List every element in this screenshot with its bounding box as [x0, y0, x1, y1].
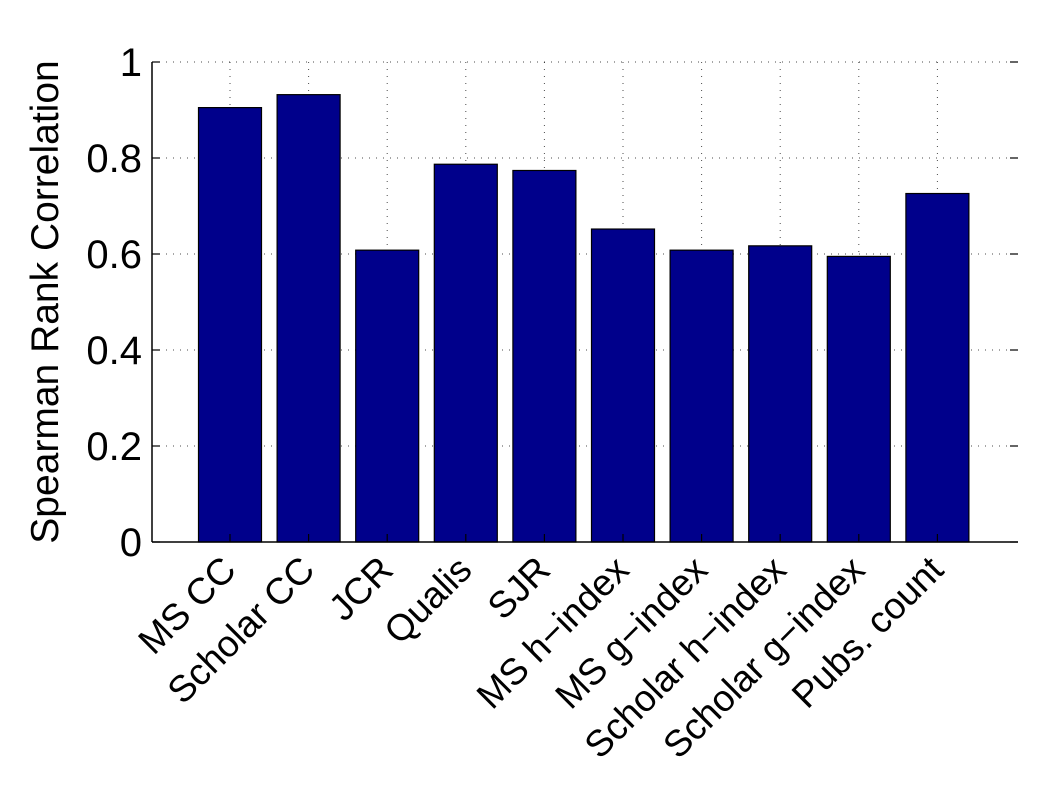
bars — [197, 94, 970, 543]
bar — [669, 249, 734, 543]
bar — [748, 245, 813, 543]
x-tick-label: Qualis — [376, 549, 479, 652]
bar — [355, 249, 420, 543]
y-tick-label: 0.6 — [86, 233, 142, 277]
y-tick-label: 0.8 — [86, 137, 142, 181]
bar — [826, 255, 891, 543]
bar — [197, 106, 263, 543]
y-tick-label: 1 — [120, 41, 142, 85]
axes — [151, 61, 1018, 543]
bar — [590, 228, 656, 543]
y-tick-label: 0 — [120, 521, 142, 565]
y-tick-labels: 0 0.2 0.4 0.6 0.8 1 — [86, 41, 142, 565]
bar — [433, 163, 498, 543]
bar — [905, 192, 970, 543]
y-axis-label: Spearman Rank Correlation — [24, 60, 67, 543]
bar — [276, 94, 341, 543]
y-tick-label: 0.4 — [86, 329, 142, 373]
y-tick-label: 0.2 — [86, 425, 142, 469]
bar — [512, 169, 577, 543]
